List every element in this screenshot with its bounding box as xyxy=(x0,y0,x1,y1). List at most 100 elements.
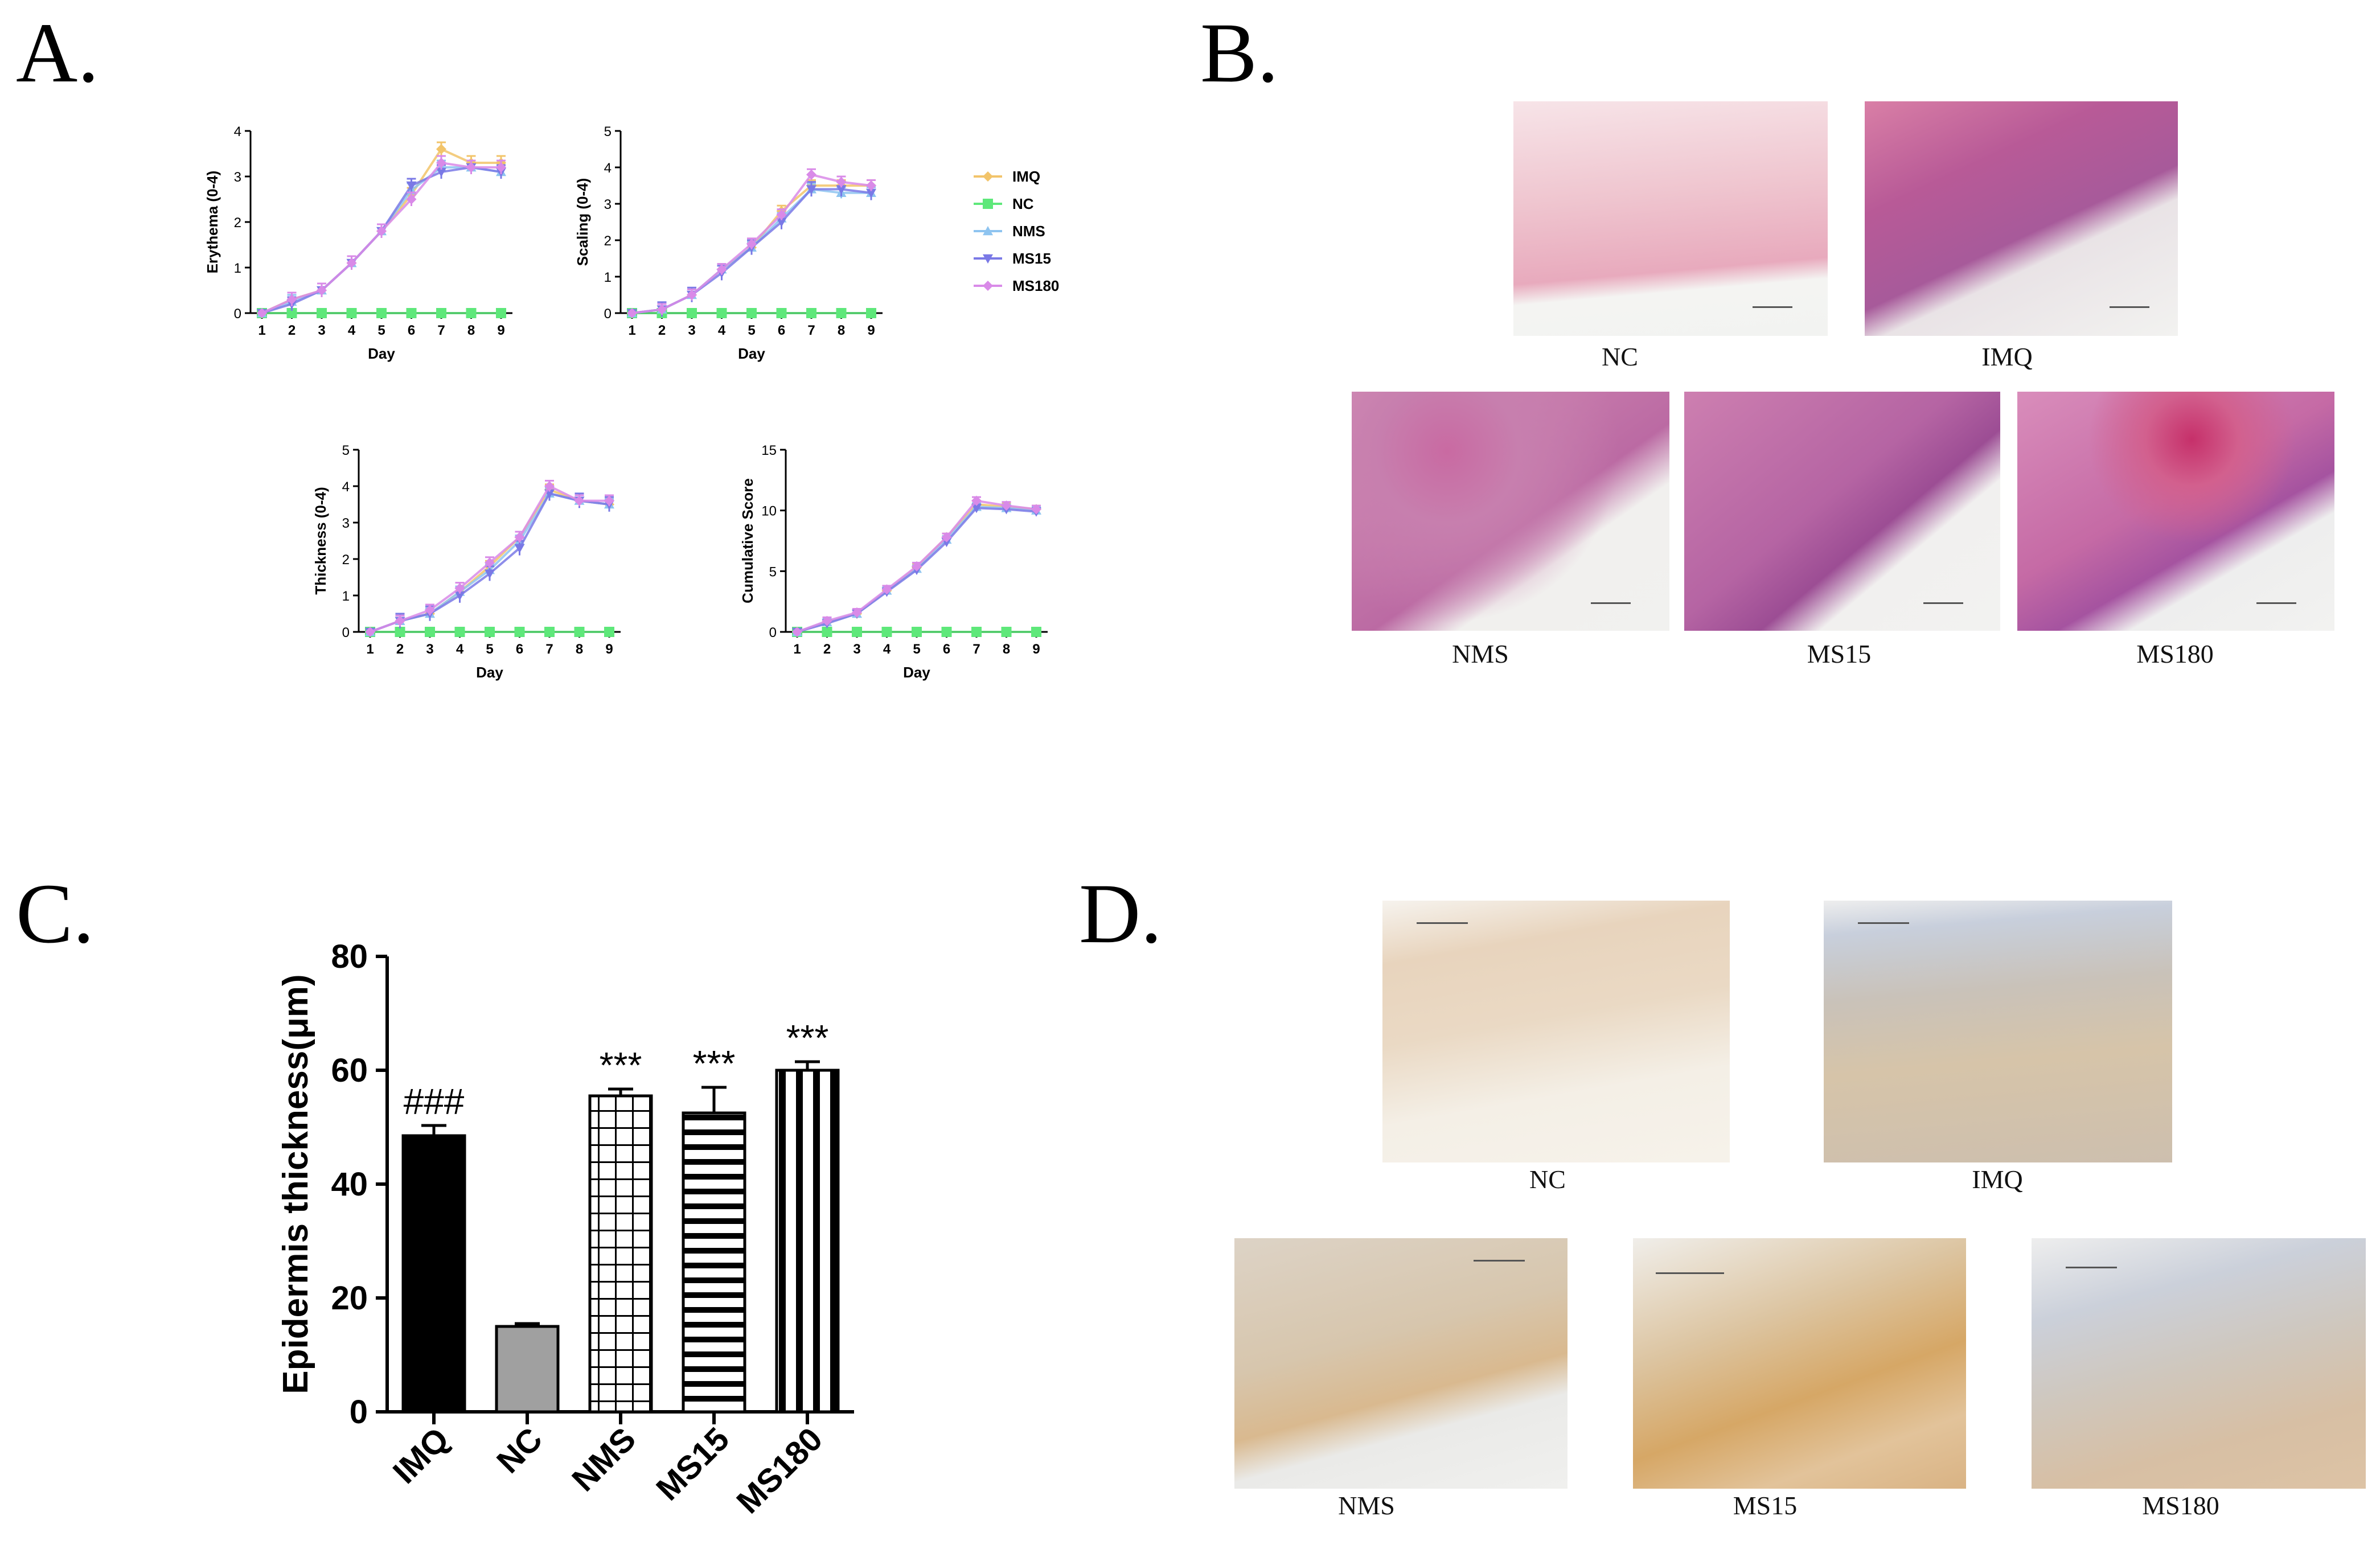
he-micrograph-imq xyxy=(1865,101,2178,336)
scaling-ms180-marker xyxy=(806,169,816,180)
thickness-x-tick-label: 7 xyxy=(545,642,553,657)
cumulative-nc-marker xyxy=(941,627,952,637)
thickness-ms180-marker xyxy=(395,615,405,626)
scaling-ms180-marker xyxy=(627,308,637,318)
thickness-y-tick-label: 2 xyxy=(342,552,350,568)
scaling-ms180-marker xyxy=(836,176,847,187)
erythema-x-axis-title: Day xyxy=(368,345,395,362)
ihc-micrograph-nc xyxy=(1382,901,1730,1162)
thickness-nc-marker xyxy=(604,627,614,637)
bar-y-tick-label: 0 xyxy=(350,1394,368,1431)
scaling-ms180-marker xyxy=(746,239,757,249)
erythema-nc-marker xyxy=(466,308,477,318)
scaling-x-tick-label: 1 xyxy=(628,323,635,338)
bar-imq xyxy=(401,1134,466,1414)
erythema-y-tick-label: 1 xyxy=(234,261,241,276)
legend-imq-marker xyxy=(983,171,993,182)
scaling-x-tick-label: 9 xyxy=(867,323,875,338)
bar-ms15-x-tick-label: MS15 xyxy=(649,1420,736,1507)
thickness-y-tick-label: 1 xyxy=(342,589,350,604)
legend-nms-label: NMS xyxy=(1012,223,1045,240)
chart-legend: IMQ NC NMS MS15 MS180 xyxy=(974,168,1059,294)
thickness-ms15-marker xyxy=(514,544,525,553)
scaling-ms180-marker xyxy=(716,264,727,275)
scaling-x-tick-label: 7 xyxy=(807,323,815,338)
thickness-x-tick-label: 6 xyxy=(516,642,523,657)
erythema-ms180-marker xyxy=(286,294,297,305)
cumulative-nc-marker xyxy=(881,627,892,637)
bar-y-tick-label: 40 xyxy=(331,1166,368,1203)
legend-nc-marker xyxy=(983,199,993,209)
legend-nc-label: NC xyxy=(1012,195,1034,212)
thickness-x-tick-label: 5 xyxy=(486,642,493,657)
scaling-ms15-marker xyxy=(776,217,787,227)
erythema-y-tick-label: 0 xyxy=(234,306,241,322)
scaling-y-tick-label: 3 xyxy=(604,197,612,212)
thickness-ms180-marker xyxy=(454,583,465,594)
ihc-micrograph-ms15 xyxy=(1633,1238,1966,1489)
cumulative-x-tick-label: 3 xyxy=(853,642,860,657)
cumulative-nc-marker xyxy=(852,627,862,637)
ihc-micrograph-ms180 xyxy=(2032,1238,2366,1489)
erythema-x-tick-label: 9 xyxy=(497,323,504,338)
erythema-ms180-marker xyxy=(496,162,506,172)
scaling-nc-marker xyxy=(687,308,697,318)
erythema-ms15-marker xyxy=(436,167,446,177)
thickness-ms180-marker xyxy=(365,627,375,637)
scaling-ms180-marker xyxy=(687,290,697,300)
erythema-x-tick-label: 6 xyxy=(408,323,415,338)
scaling-y-tick-label: 4 xyxy=(604,161,612,176)
thickness-y-tick-label: 0 xyxy=(342,625,350,640)
legend-ms180-marker xyxy=(983,281,993,291)
cumulative-x-tick-label: 5 xyxy=(913,642,920,657)
thickness-x-tick-label: 8 xyxy=(576,642,583,657)
cumulative-ms180-marker xyxy=(822,615,832,626)
cumulative-x-axis-title: Day xyxy=(903,664,930,681)
thickness-ms180-marker xyxy=(574,495,585,506)
thickness-ms180-marker xyxy=(485,557,495,568)
cumulative-x-tick-label: 4 xyxy=(883,642,891,657)
cumulative-ms180-marker xyxy=(912,561,922,572)
thickness-y-tick-label: 3 xyxy=(342,516,350,531)
epidermis-thickness-bar-chart: 0 20 40 60 80 Epidermis thickness(μm) IMQ ### NC… xyxy=(276,938,854,1521)
ihc-label-ms180: MS180 xyxy=(2142,1491,2219,1520)
thickness-nc-marker xyxy=(574,627,585,637)
cumulative-y-axis-title: Cumulative Score xyxy=(739,478,756,603)
bar-nms-x-tick-label: NMS xyxy=(565,1420,643,1498)
ihc-label-ms15: MS15 xyxy=(1733,1491,1798,1520)
scaling-line-chart: 0 1 2 3 4 5 1 2 3 4 5 6 7 8 9 Day Scaling (0-4) xyxy=(574,124,883,362)
cumulative-x-tick-label: 6 xyxy=(943,642,950,657)
scaling-nc-marker xyxy=(716,308,727,318)
cumulative-ms180-marker xyxy=(941,532,952,543)
erythema-y-axis-title: Erythema (0-4) xyxy=(204,171,221,274)
erythema-nc-marker xyxy=(376,308,387,318)
scaling-y-tick-label: 2 xyxy=(604,233,612,249)
erythema-x-tick-label: 4 xyxy=(348,323,356,338)
scaling-y-axis-title: Scaling (0-4) xyxy=(574,178,591,266)
thickness-x-tick-label: 1 xyxy=(366,642,374,657)
panel-letter-c: C. xyxy=(16,866,95,961)
thickness-nc-marker xyxy=(425,627,435,637)
thickness-x-axis-title: Day xyxy=(476,664,503,681)
erythema-x-tick-label: 3 xyxy=(318,323,325,338)
thickness-ms180-marker xyxy=(604,495,614,506)
bar-ms180-x-tick-label: MS180 xyxy=(729,1420,830,1521)
scaling-x-tick-label: 8 xyxy=(838,323,845,338)
he-label-nc: NC xyxy=(1602,342,1638,371)
bar-imq-x-tick-label: IMQ xyxy=(386,1420,456,1490)
thickness-y-axis-title: Thickness (0-4) xyxy=(312,487,329,594)
erythema-ms180-marker xyxy=(317,285,327,295)
panel-letter-d: D. xyxy=(1079,866,1162,961)
cumulative-ms180-marker xyxy=(852,607,862,618)
legend-ms180-label: MS180 xyxy=(1012,277,1059,294)
he-micrograph-ms15 xyxy=(1684,392,2000,631)
bar-ms15 xyxy=(682,1111,746,1414)
thickness-ms180-marker xyxy=(544,481,555,491)
erythema-nc-marker xyxy=(496,308,506,318)
cumulative-ms180-marker xyxy=(792,627,802,637)
erythema-ms15-marker xyxy=(406,181,417,191)
he-label-ms180: MS180 xyxy=(2136,639,2214,668)
cumulative-y-tick-label: 5 xyxy=(769,564,777,580)
he-label-ms15: MS15 xyxy=(1807,639,1872,668)
thickness-y-tick-label: 4 xyxy=(342,479,350,495)
